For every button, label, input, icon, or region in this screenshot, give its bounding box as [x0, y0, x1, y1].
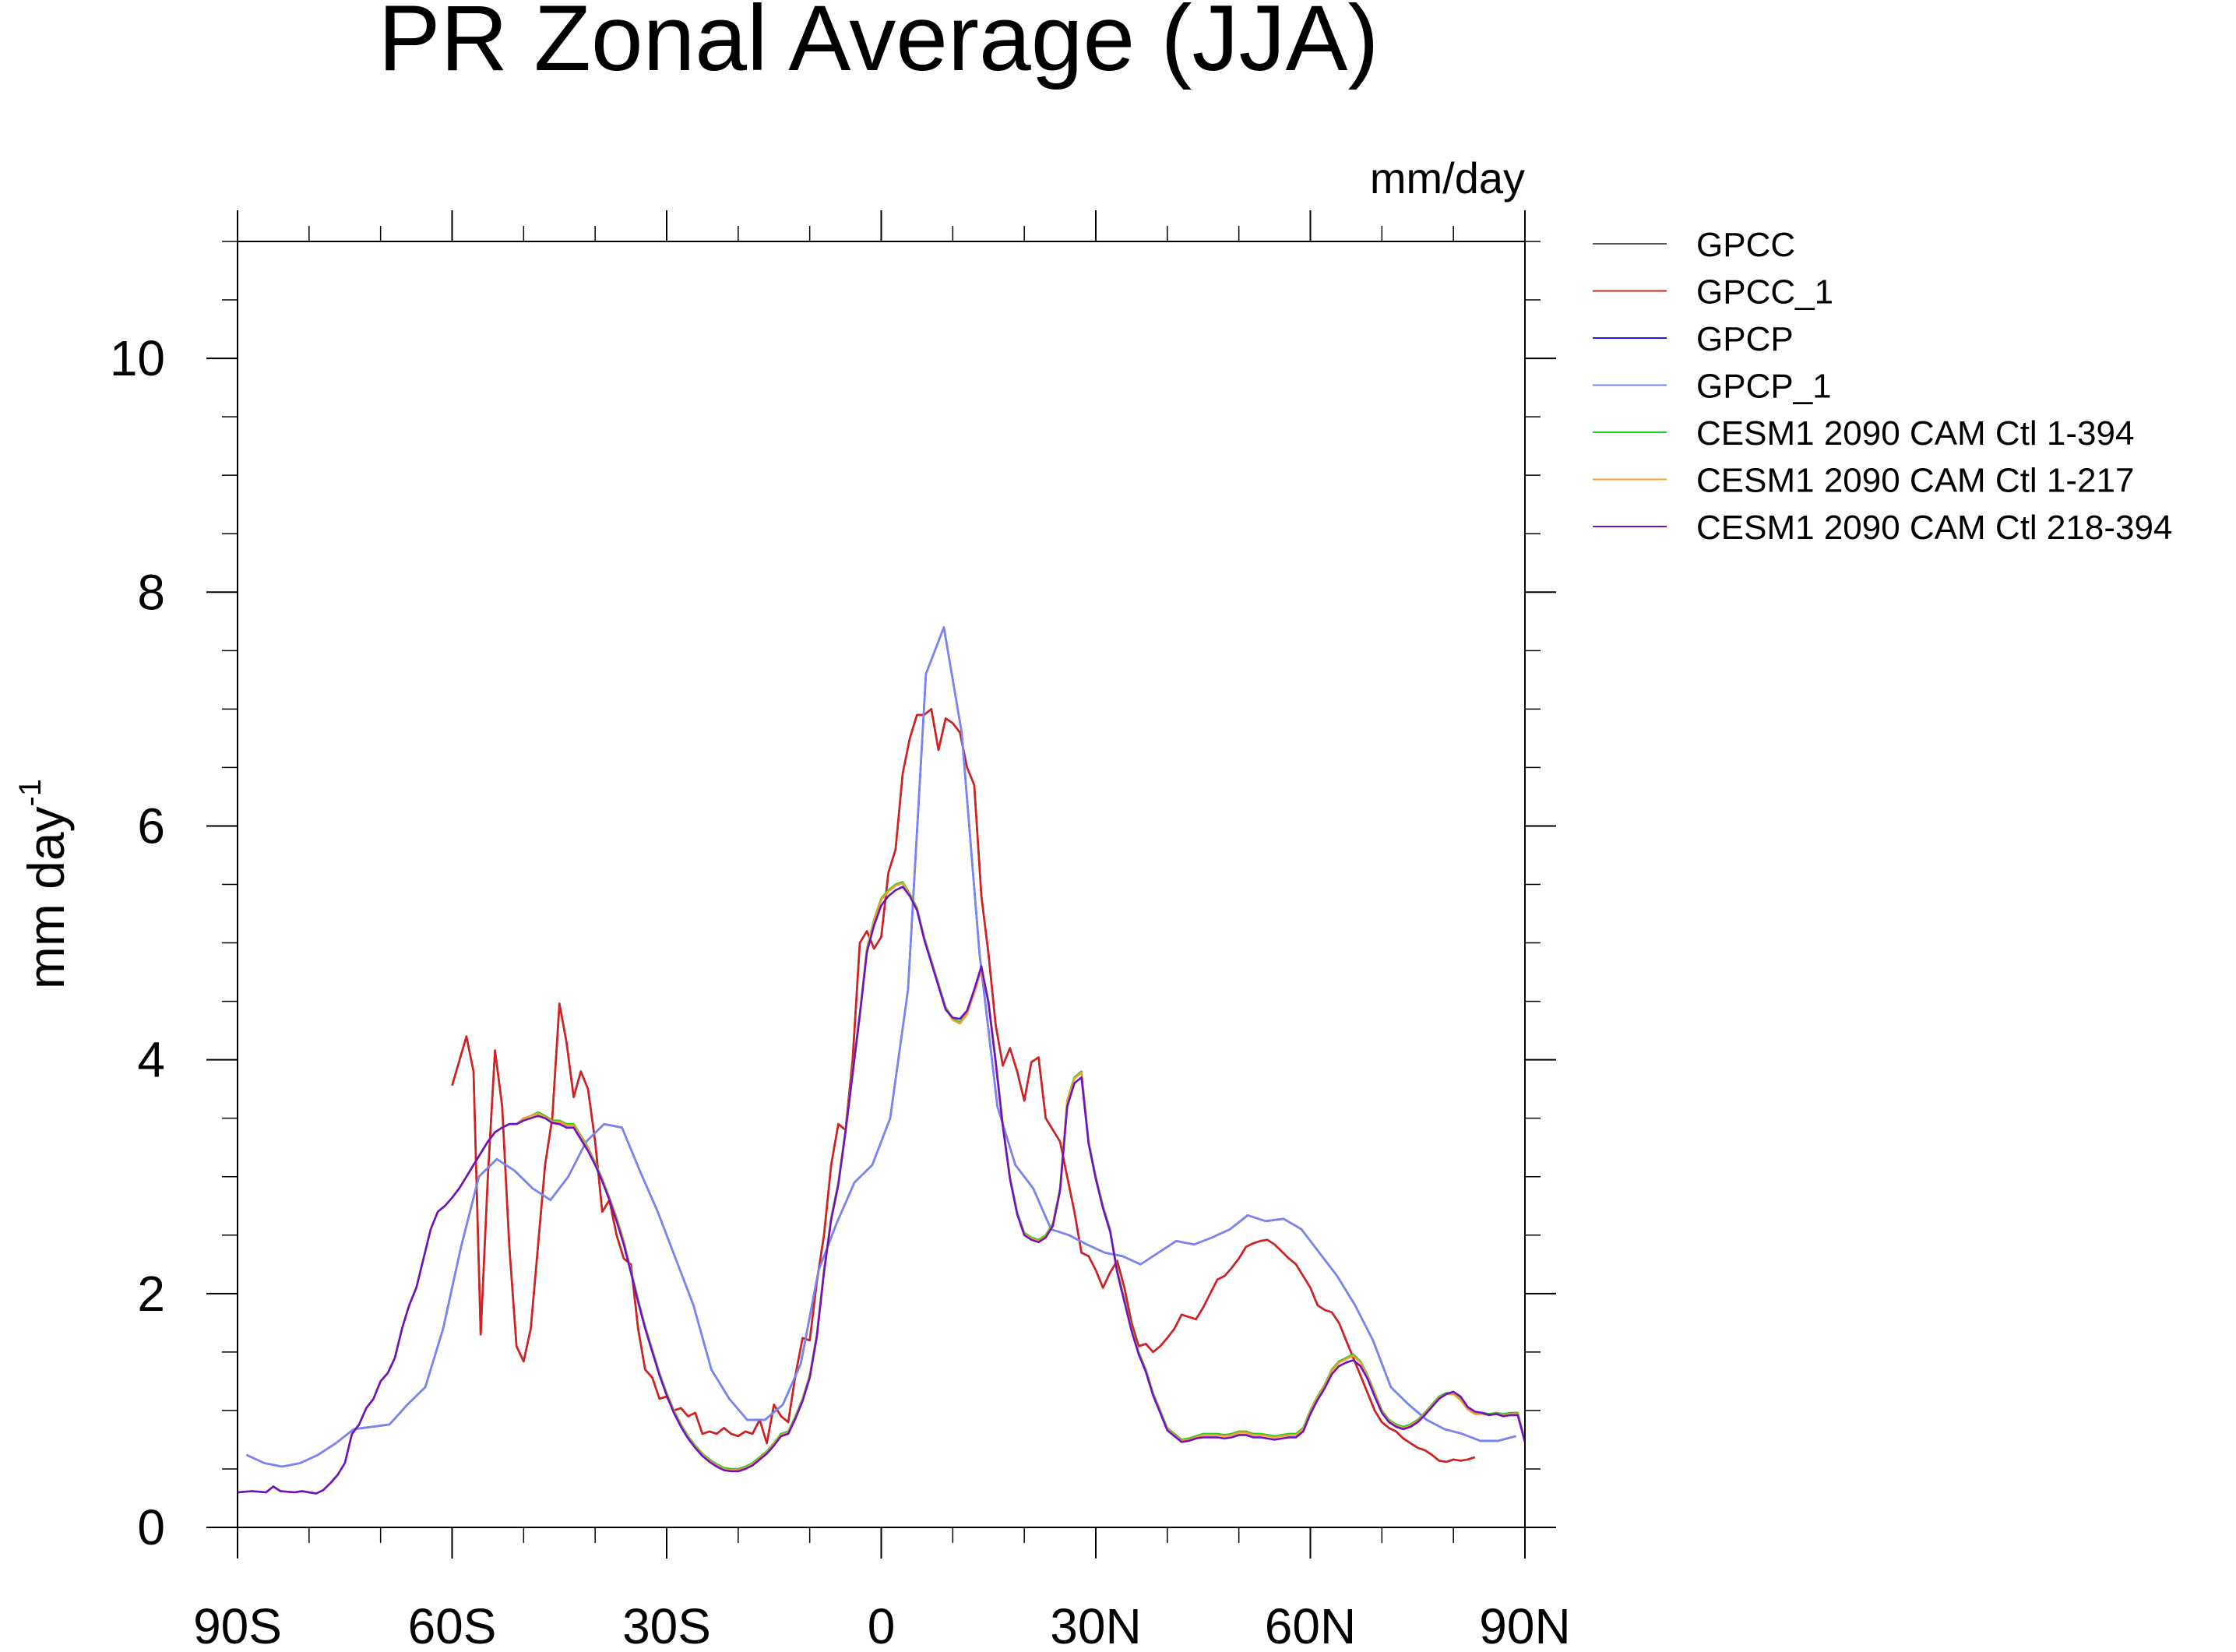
y-tick-label: 6 — [137, 798, 165, 854]
legend-label: CESM1 2090 CAM Ctl 218-394 — [1696, 509, 2172, 547]
x-tick-label: 90S — [193, 1598, 282, 1652]
y-tick-label: 4 — [137, 1032, 165, 1088]
legend-label: CESM1 2090 CAM Ctl 1-394 — [1696, 414, 2134, 453]
legend-label: GPCC_1 — [1696, 273, 1833, 312]
y-tick-label: 0 — [137, 1499, 165, 1555]
legend-label: GPCC — [1696, 226, 1795, 264]
minor-ticks — [222, 226, 1541, 1543]
x-tick-label: 30N — [1050, 1598, 1141, 1652]
legend-label: GPCP_1 — [1696, 368, 1832, 406]
series-line-6 — [238, 882, 1525, 1495]
series-line-2 — [451, 708, 1476, 1464]
y-tick-labels: 0 2 4 6 8 10 — [110, 330, 165, 1555]
legend-label: GPCP — [1696, 320, 1794, 358]
plot-frame — [237, 241, 1526, 1528]
y-axis-title-superscript: -1 — [13, 779, 48, 807]
series-line-7 — [238, 886, 1525, 1495]
y-axis-title: mm day-1 — [13, 779, 75, 989]
legend: GPCC GPCC_1 GPCP GPCP_1 CESM1 2090 CAM Ctl 1… — [1593, 226, 2172, 547]
x-tick-labels: 90S 60S 30S 0 30N 60N 90N — [193, 1598, 1571, 1652]
x-tick-label: 0 — [868, 1598, 896, 1652]
series-layer — [238, 626, 1525, 1495]
x-tick-label: 60S — [408, 1598, 497, 1652]
y-tick-label: 2 — [137, 1266, 165, 1322]
y-tick-label: 10 — [110, 330, 165, 386]
series-line-1 — [451, 708, 1476, 1464]
series-line-4 — [245, 626, 1516, 1468]
x-tick-label: 60N — [1265, 1598, 1356, 1652]
series-line-5 — [238, 881, 1525, 1495]
legend-label: CESM1 2090 CAM Ctl 1-217 — [1696, 462, 2134, 500]
y-tick-label: 8 — [137, 564, 165, 620]
y-axis-title-text: mm day — [17, 806, 75, 989]
major-ticks — [206, 210, 1556, 1559]
chart-title: PR Zonal Average (JJA) — [378, 0, 1379, 90]
x-tick-label: 30S — [622, 1598, 711, 1652]
series-line-3 — [245, 626, 1516, 1468]
units-label: mm/day — [1370, 153, 1525, 203]
x-tick-label: 90N — [1479, 1598, 1570, 1652]
